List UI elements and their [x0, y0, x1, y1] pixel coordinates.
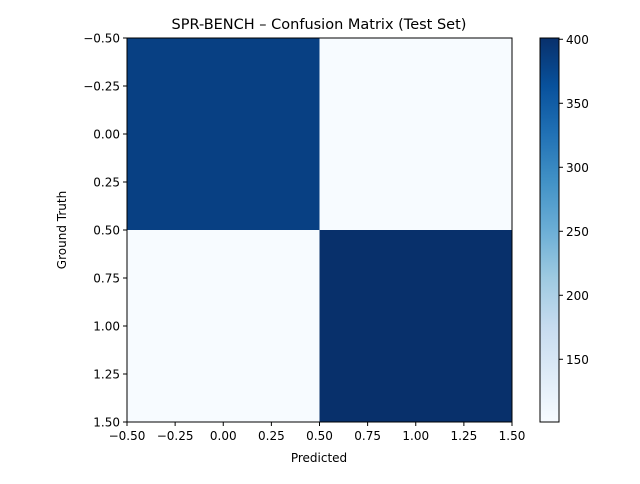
y-tick-label: −0.50	[83, 32, 120, 46]
colorbar-tick-label: 150	[566, 353, 589, 367]
heatmap-cell-r1-c1	[319, 230, 512, 422]
x-tick-label: 1.25	[451, 429, 478, 443]
y-tick-label: 1.25	[93, 368, 120, 382]
y-axis-label: Ground Truth	[55, 191, 69, 269]
colorbar-tick-label: 250	[566, 225, 589, 239]
colorbar-ticks: 150 200 250 300 350 400	[559, 33, 589, 367]
y-tick-label: 0.50	[93, 224, 120, 238]
y-tick-label: 0.75	[93, 272, 120, 286]
y-tick-label: 1.00	[93, 320, 120, 334]
y-tick-label: −0.25	[83, 80, 120, 94]
colorbar-tick-label: 300	[566, 161, 589, 175]
colorbar	[540, 38, 559, 422]
x-tick-label: 0.50	[306, 429, 333, 443]
y-tick-label: 0.25	[93, 176, 120, 190]
heatmap-cells	[127, 38, 512, 422]
colorbar-frame	[539, 37, 560, 423]
y-tick-label: 0.00	[93, 128, 120, 142]
x-tick-label: 1.50	[499, 429, 526, 443]
heatmap-cell-r1-c0	[127, 230, 320, 422]
colorbar-tick-label: 400	[566, 33, 589, 47]
heatmap-cell-r0-c0	[127, 38, 320, 230]
x-axis-ticks: −0.50 −0.25 0.00 0.25 0.50 0.75 1.00 1.25 1.50	[109, 422, 526, 443]
y-tick-label: 1.50	[93, 416, 120, 430]
colorbar-tick-label: 350	[566, 97, 589, 111]
x-tick-label: −0.50	[109, 429, 146, 443]
x-tick-label: 1.00	[402, 429, 429, 443]
y-axis-ticks: −0.50 −0.25 0.00 0.25 0.50 0.75 1.00 1.25 1.50	[83, 32, 127, 430]
x-tick-label: −0.25	[157, 429, 194, 443]
colorbar-tick-label: 200	[566, 289, 589, 303]
x-tick-label: 0.75	[354, 429, 381, 443]
heatmap-cell-r0-c1	[319, 38, 512, 230]
chart-title: SPR-BENCH – Confusion Matrix (Test Set)	[172, 17, 467, 33]
x-tick-label: 0.00	[210, 429, 237, 443]
x-tick-label: 0.25	[258, 429, 285, 443]
x-axis-label: Predicted	[291, 451, 347, 465]
